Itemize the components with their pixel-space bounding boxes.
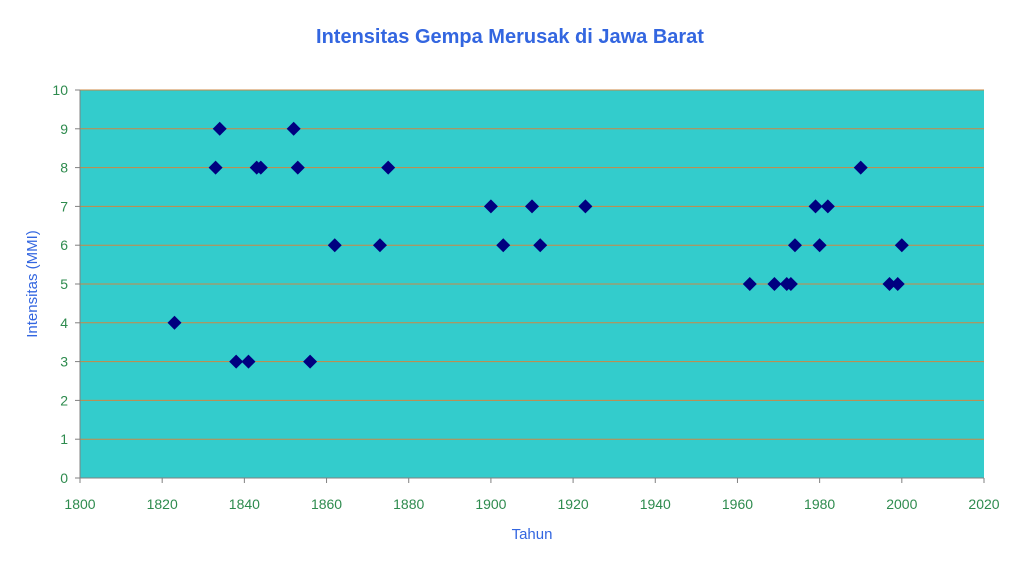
x-tick-label: 1960 (722, 496, 753, 512)
y-tick-label: 10 (52, 82, 68, 98)
x-tick-label: 1920 (558, 496, 589, 512)
data-point (290, 160, 305, 175)
data-point (808, 199, 823, 214)
data-point (890, 277, 905, 291)
x-tick-label: 1820 (147, 496, 178, 512)
data-point (783, 277, 798, 291)
data-point (229, 354, 244, 369)
data-point (853, 160, 868, 175)
y-tick-label: 0 (60, 470, 68, 486)
data-point (767, 277, 782, 291)
data-point (208, 160, 223, 175)
data-point (787, 238, 802, 253)
x-tick-label: 1800 (64, 496, 95, 512)
chart-title: Intensitas Gempa Merusak di Jawa Barat (316, 26, 704, 48)
data-point (327, 238, 342, 253)
data-point (812, 238, 827, 253)
x-tick-label: 2000 (886, 496, 917, 512)
y-tick-label: 8 (60, 160, 68, 176)
data-point (241, 354, 256, 369)
data-point (533, 238, 548, 253)
y-tick-label: 7 (60, 198, 68, 214)
y-tick-label: 2 (60, 392, 68, 408)
y-tick-label: 5 (60, 276, 68, 292)
x-tick-label: 2020 (968, 496, 999, 512)
data-point (894, 238, 909, 253)
y-tick-label: 4 (60, 315, 68, 331)
data-point (820, 199, 835, 214)
x-tick-label: 1860 (311, 496, 342, 512)
x-tick-label: 1840 (229, 496, 260, 512)
x-tick-label: 1940 (640, 496, 671, 512)
x-tick-label: 1880 (393, 496, 424, 512)
data-point (167, 315, 182, 330)
y-tick-labels: 0 1 2 3 4 5 6 7 8 9 10 (52, 82, 80, 486)
x-axis-label: Tahun (512, 526, 553, 543)
x-tick-label: 1980 (804, 496, 835, 512)
y-tick-label: 1 (60, 431, 68, 447)
data-point (578, 199, 593, 214)
data-point (381, 160, 396, 175)
data-point (742, 277, 757, 291)
data-point (496, 238, 511, 253)
y-tick-label: 9 (60, 121, 68, 137)
data-point (253, 160, 268, 175)
y-tick-label: 6 (60, 237, 68, 253)
x-tick-label: 1900 (475, 496, 506, 512)
data-points (167, 121, 909, 369)
data-point (882, 277, 897, 291)
data-point (372, 238, 387, 253)
x-tick-labels: 1800 1820 1840 1860 1880 1900 1920 1940 1960 1980… (64, 478, 1000, 512)
data-point (212, 121, 227, 136)
y-axis-label: Intensitas (MMI) (24, 230, 41, 338)
data-point (286, 121, 301, 136)
y-tick-label: 3 (60, 354, 68, 370)
data-point (483, 199, 498, 214)
data-point (525, 199, 539, 214)
data-point (303, 354, 318, 369)
